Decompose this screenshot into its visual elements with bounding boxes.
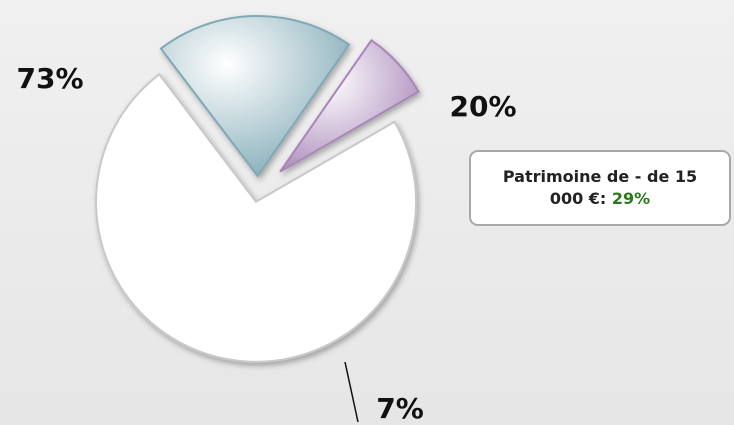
slice-label: 20% (449, 90, 516, 123)
annotation: Patrimoine de - de 15 000 €: 29% (469, 150, 731, 226)
pie-slice (279, 38, 421, 173)
annotation-label: Patrimoine de - de 15 000 €: (502, 167, 698, 208)
annotation-text: Patrimoine de - de 15 000 €: 29% (501, 166, 699, 210)
leader-line (344, 361, 359, 423)
slice-label: 73% (16, 62, 83, 95)
annotation-value: 29% (611, 189, 651, 208)
slice-label: 7% (376, 392, 424, 425)
pie-slice (95, 72, 418, 363)
pie-slice (159, 15, 351, 178)
